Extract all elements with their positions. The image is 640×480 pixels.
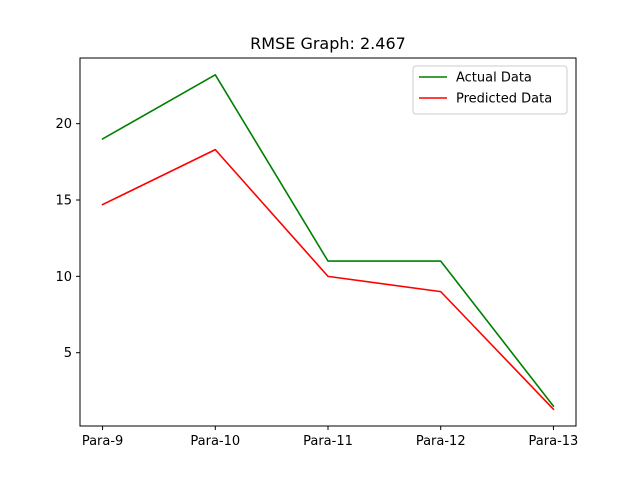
plot-area: Para-9 Para-10 Para-11 Para-12 Para-13 5 10 15 2…: [55, 57, 579, 449]
legend-item: Predicted Data: [419, 92, 552, 107]
x-tick-label: Para-9: [82, 434, 124, 449]
y-tick-label: 5: [64, 346, 72, 361]
legend: Actual Data Predicted Data: [412, 65, 568, 115]
legend-label: Predicted Data: [456, 92, 552, 107]
x-tick-label: Para-12: [416, 434, 466, 449]
y-tick-label: 20: [55, 117, 72, 132]
x-tick-label: Para-10: [190, 434, 240, 449]
x-tick-label: Para-11: [303, 434, 353, 449]
legend-box: [412, 65, 568, 115]
legend-item: Actual Data: [419, 71, 532, 86]
y-tick-label: 15: [55, 194, 72, 209]
chart-title: RMSE Graph: 2.467: [250, 34, 406, 53]
legend-label: Actual Data: [456, 71, 532, 86]
x-tick-label: Para-13: [529, 434, 579, 449]
y-tick-label: 10: [55, 270, 72, 285]
